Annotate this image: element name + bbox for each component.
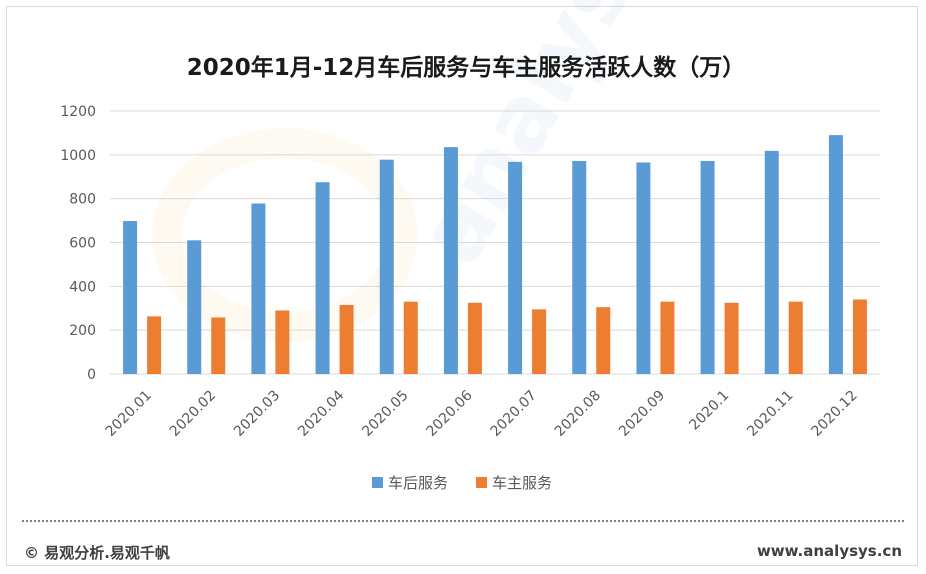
bar-after-sales [315, 182, 330, 374]
x-tick-label: 2020.1 [686, 388, 732, 434]
footer-divider [22, 520, 904, 522]
bar-owner-service [275, 310, 290, 374]
x-axis: 2020.01 2020.02 2020.03 2020.04 2020.05 2020.… [103, 387, 861, 439]
chart-frame [6, 6, 918, 566]
x-tick-label: 2020.09 [616, 388, 668, 440]
y-tick-label: 400 [69, 279, 96, 295]
bar-owner-service [660, 301, 675, 374]
x-tick-label: 2020.01 [103, 388, 155, 440]
bar-after-sales [636, 162, 651, 374]
bars [123, 135, 867, 374]
bar-owner-service [339, 304, 354, 374]
bar-owner-service [596, 307, 611, 374]
x-tick-label: 2020.12 [808, 388, 860, 440]
bar-after-sales [379, 159, 394, 374]
legend-swatch [372, 477, 383, 488]
y-tick-label: 200 [69, 323, 96, 339]
source-credit: © 易观分析.易观千帆 [24, 544, 170, 562]
y-tick-label: 600 [69, 236, 96, 252]
legend-swatch [476, 477, 487, 488]
legend: 车后服务 车主服务 [372, 474, 552, 492]
bar-after-sales [828, 135, 843, 374]
bar-after-sales [187, 240, 202, 374]
bar-owner-service [467, 302, 482, 374]
x-tick-label: 2020.08 [552, 388, 604, 440]
chart-title: 2020年1月-12月车后服务与车主服务活跃人数（万） [187, 54, 746, 81]
y-tick-label: 0 [87, 367, 96, 383]
y-axis: 0 200 400 600 800 1000 1200 [60, 104, 96, 383]
site-url[interactable]: www.analysys.cn [756, 542, 902, 560]
x-tick-label: 2020.11 [744, 388, 796, 440]
y-tick-label: 800 [69, 192, 96, 208]
bar-after-sales [764, 150, 779, 374]
legend-label: 车后服务 [388, 474, 448, 492]
legend-label: 车主服务 [492, 474, 552, 492]
bar-after-sales [508, 161, 523, 374]
bar-after-sales [443, 147, 458, 374]
bar-owner-service [403, 301, 418, 374]
y-tick-label: 1000 [60, 148, 96, 164]
bar-owner-service [211, 317, 226, 374]
watermark: analysys [152, 0, 709, 342]
x-tick-label: 2020.04 [295, 387, 347, 439]
x-tick-label: 2020.06 [423, 387, 475, 439]
x-tick-label: 2020.07 [488, 388, 540, 440]
bar-after-sales [123, 221, 138, 374]
bar-after-sales [700, 160, 715, 374]
bar-chart: analysys 2020年1月-12月车后服务与车主服务活跃人数（万） 0 20… [60, 0, 880, 492]
bar-owner-service [532, 309, 547, 374]
gridlines [110, 110, 880, 375]
x-tick-label: 2020.03 [231, 388, 283, 440]
bar-owner-service [852, 299, 867, 374]
bar-owner-service [724, 302, 739, 374]
bar-after-sales [251, 203, 266, 374]
x-tick-label: 2020.02 [167, 388, 219, 440]
x-tick-label: 2020.05 [359, 388, 411, 440]
bar-owner-service [147, 316, 162, 374]
bar-after-sales [572, 160, 587, 374]
bar-owner-service [788, 301, 803, 374]
y-tick-label: 1200 [60, 104, 96, 120]
